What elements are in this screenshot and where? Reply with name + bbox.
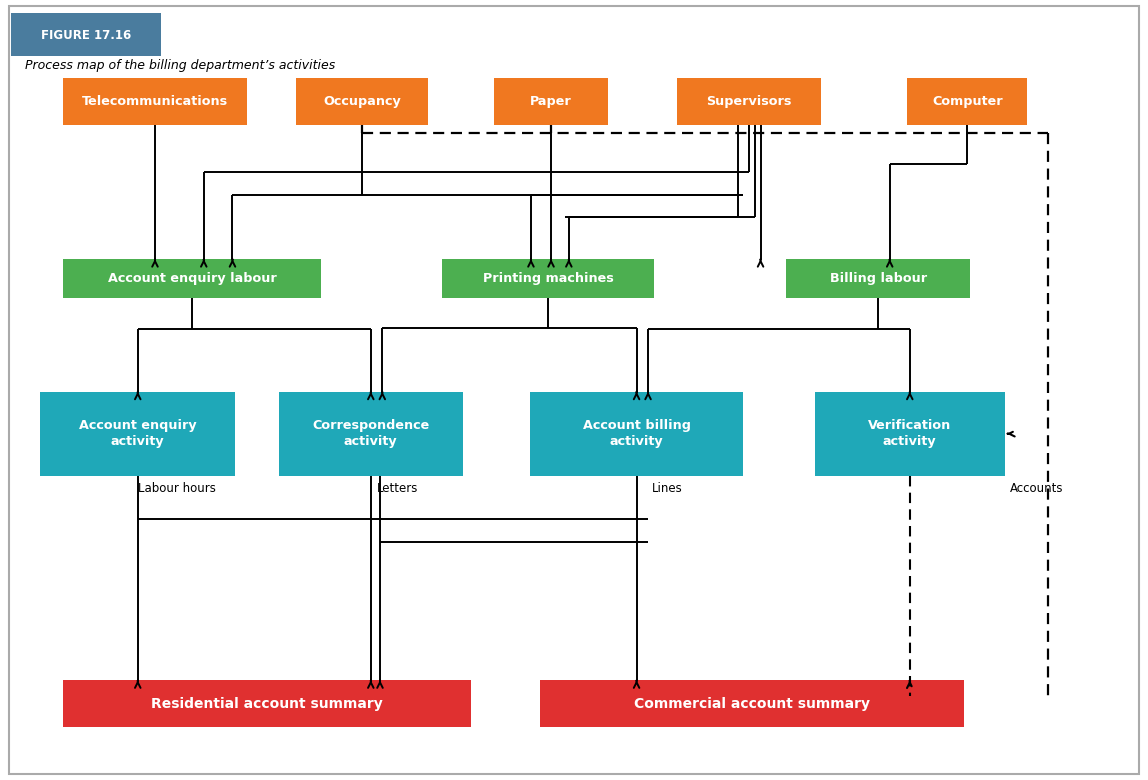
Bar <box>40 392 235 476</box>
Text: Printing machines: Printing machines <box>483 272 613 285</box>
Bar <box>530 392 743 476</box>
Bar <box>442 259 654 298</box>
Bar <box>677 78 821 125</box>
Text: Account enquiry
activity: Account enquiry activity <box>79 419 196 448</box>
Text: FIGURE 17.16: FIGURE 17.16 <box>41 29 131 41</box>
Text: Labour hours: Labour hours <box>138 482 216 495</box>
Text: Account billing
activity: Account billing activity <box>582 419 691 448</box>
Text: Letters: Letters <box>377 482 418 495</box>
Text: Computer: Computer <box>932 95 1002 108</box>
Bar <box>279 392 463 476</box>
Bar <box>63 259 321 298</box>
Text: Commercial account summary: Commercial account summary <box>634 697 870 711</box>
Text: Verification
activity: Verification activity <box>868 419 952 448</box>
Bar <box>907 78 1027 125</box>
Bar <box>786 259 970 298</box>
Text: Telecommunications: Telecommunications <box>82 95 228 108</box>
Text: Process map of the billing department’s activities: Process map of the billing department’s … <box>25 59 335 72</box>
Text: Supervisors: Supervisors <box>706 95 792 108</box>
Text: Billing labour: Billing labour <box>830 272 926 285</box>
Text: Paper: Paper <box>530 95 572 108</box>
Bar <box>540 680 964 727</box>
Bar <box>494 78 608 125</box>
Text: Correspondence
activity: Correspondence activity <box>312 419 429 448</box>
Bar <box>11 13 161 56</box>
Bar <box>296 78 428 125</box>
Bar <box>815 392 1004 476</box>
Text: Residential account summary: Residential account summary <box>152 697 382 711</box>
Bar <box>63 680 471 727</box>
Text: Occupancy: Occupancy <box>324 95 401 108</box>
Bar <box>63 78 247 125</box>
Text: Accounts: Accounts <box>1010 482 1064 495</box>
Text: Account enquiry labour: Account enquiry labour <box>108 272 277 285</box>
Text: Lines: Lines <box>652 482 683 495</box>
